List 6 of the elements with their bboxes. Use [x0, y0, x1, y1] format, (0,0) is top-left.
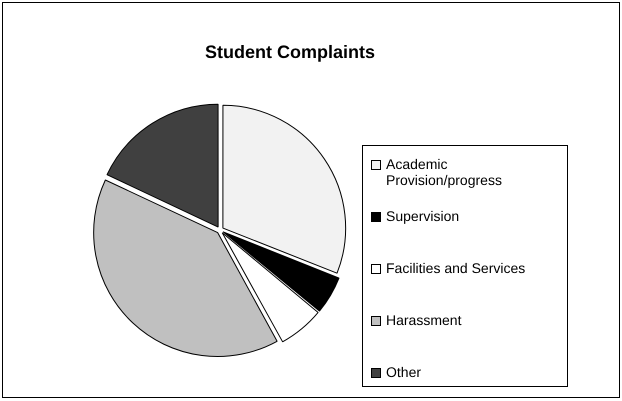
legend-label: Harassment [386, 312, 462, 328]
legend-label: Facilities and Services [386, 260, 526, 276]
legend-label: Other [386, 364, 422, 380]
legend-label: Academic Provision/progress [386, 156, 503, 188]
chart-title: Student Complaints [204, 42, 376, 63]
legend-label: Supervision [386, 208, 460, 224]
